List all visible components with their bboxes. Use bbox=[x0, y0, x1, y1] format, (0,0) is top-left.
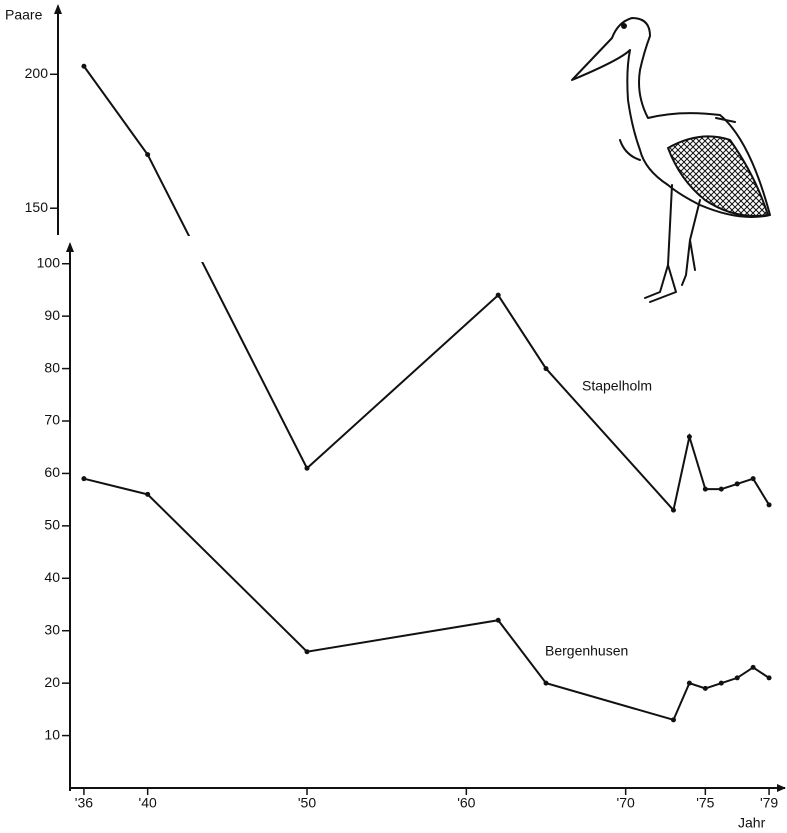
x-tick-label: '60 bbox=[457, 795, 475, 811]
stork-illustration bbox=[572, 18, 770, 302]
y-tick-label: 90 bbox=[44, 307, 60, 323]
data-point bbox=[496, 618, 501, 623]
data-point bbox=[496, 293, 501, 298]
data-point bbox=[719, 681, 724, 686]
series-line bbox=[84, 479, 769, 720]
data-point bbox=[687, 434, 692, 439]
y-tick-label: 80 bbox=[44, 359, 60, 375]
data-point bbox=[735, 481, 740, 486]
x-tick-label: '36 bbox=[75, 795, 93, 811]
series-line bbox=[84, 66, 769, 510]
data-point bbox=[767, 502, 772, 507]
x-axis-label: Jahr bbox=[738, 815, 766, 831]
data-point bbox=[305, 466, 310, 471]
y-tick-label: 20 bbox=[44, 674, 60, 690]
y-tick-label: 30 bbox=[44, 621, 60, 637]
y-tick-label: 40 bbox=[44, 569, 60, 585]
series-label: Stapelholm bbox=[582, 378, 652, 394]
data-point bbox=[305, 649, 310, 654]
data-point bbox=[544, 366, 549, 371]
data-point bbox=[767, 675, 772, 680]
data-point bbox=[719, 487, 724, 492]
y-axis-upper-arrow bbox=[54, 4, 62, 14]
data-point bbox=[145, 492, 150, 497]
x-tick-label: '40 bbox=[139, 795, 157, 811]
y-tick-label: 100 bbox=[37, 254, 61, 270]
y-tick-label: 10 bbox=[44, 726, 60, 742]
series-label: Bergenhusen bbox=[545, 643, 628, 659]
y-tick-label: 200 bbox=[25, 65, 49, 81]
y-tick-label: 150 bbox=[25, 199, 49, 215]
data-point bbox=[671, 508, 676, 513]
x-tick-label: '75 bbox=[696, 795, 714, 811]
x-axis-arrow bbox=[777, 784, 786, 792]
x-tick-label: '50 bbox=[298, 795, 316, 811]
data-point bbox=[751, 665, 756, 670]
data-point bbox=[81, 64, 86, 69]
x-tick-label: '79 bbox=[760, 795, 778, 811]
x-tick-label: '70 bbox=[617, 795, 635, 811]
data-point bbox=[81, 476, 86, 481]
y-tick-label: 70 bbox=[44, 412, 60, 428]
data-point bbox=[671, 717, 676, 722]
chart: Paare Jahr Stapelholm Bergenhusen 10 20 30 40… bbox=[0, 0, 787, 833]
data-point bbox=[145, 152, 150, 157]
y-axis-label: Paare bbox=[5, 7, 43, 23]
data-point bbox=[735, 675, 740, 680]
data-point bbox=[703, 487, 708, 492]
data-point bbox=[687, 681, 692, 686]
data-point bbox=[703, 686, 708, 691]
y-tick-label: 50 bbox=[44, 517, 60, 533]
data-point bbox=[751, 476, 756, 481]
data-point bbox=[544, 681, 549, 686]
axis-break-gap bbox=[40, 236, 400, 262]
y-tick-label: 60 bbox=[44, 464, 60, 480]
